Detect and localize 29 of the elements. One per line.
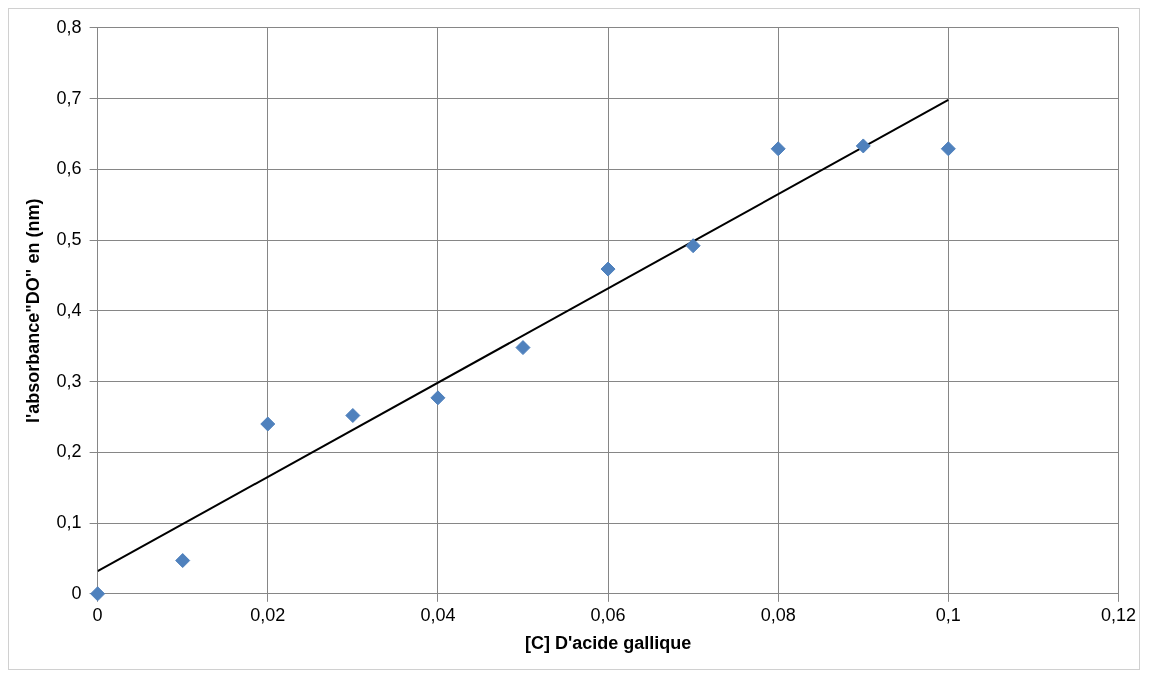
y-tick-label: 0,2 <box>56 441 82 462</box>
y-tick-label: 0,3 <box>56 370 82 391</box>
y-axis-title: l'absorbance"DO" en (nm) <box>22 198 43 423</box>
x-tick-label: 0,06 <box>590 604 626 625</box>
x-tick-label: 0,04 <box>420 604 456 625</box>
x-tick-label: 0,08 <box>760 604 796 625</box>
y-tick-label: 0,1 <box>56 512 82 533</box>
point <box>345 408 361 424</box>
y-tick-label: 0 <box>71 582 82 603</box>
x-tick-label: 0,1 <box>935 604 961 625</box>
point <box>515 340 531 356</box>
y-tick-label: 0,7 <box>56 87 82 108</box>
y-tick-label: 0,6 <box>56 158 82 179</box>
point <box>685 238 701 254</box>
point <box>430 390 446 406</box>
point <box>770 141 786 157</box>
x-tick-label: 0 <box>92 604 103 625</box>
point <box>855 138 871 154</box>
x-tick-label: 0,02 <box>250 604 286 625</box>
point <box>90 586 106 602</box>
y-tick-label: 0,8 <box>56 16 82 37</box>
y-tick-label: 0,5 <box>56 229 82 250</box>
y-tick-label: 0,4 <box>56 299 82 320</box>
point <box>600 261 616 277</box>
x-axis-title: [C] D'acide gallique <box>524 633 692 654</box>
point <box>260 416 276 432</box>
point <box>940 141 956 157</box>
point <box>175 553 191 569</box>
x-tick-label: 0,12 <box>1100 604 1137 625</box>
